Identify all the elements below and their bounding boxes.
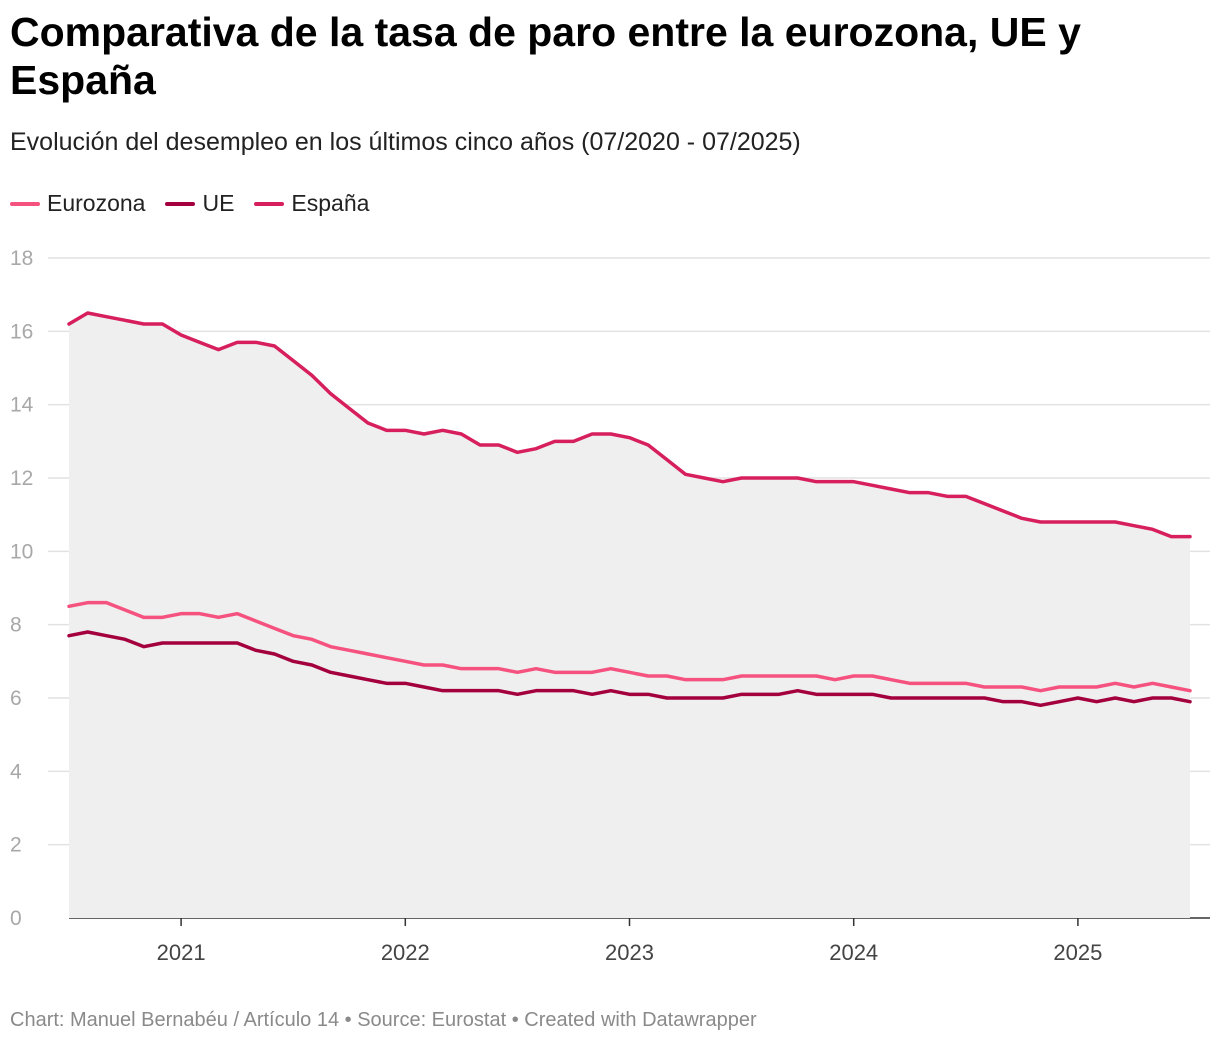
legend-swatch-ue <box>165 201 196 206</box>
y-tick-label: 10 <box>10 540 33 563</box>
x-tick-label: 2025 <box>1053 940 1102 965</box>
legend-label-eurozona: Eurozona <box>47 190 146 216</box>
series-layer <box>67 311 1192 708</box>
area-layer <box>69 313 1190 918</box>
y-tick-label: 6 <box>10 687 22 710</box>
y-tick-label: 2 <box>10 834 22 857</box>
y-tick-label: 12 <box>10 467 33 490</box>
series-line-eurozona <box>67 600 1192 693</box>
series-line-ue <box>67 630 1192 708</box>
area-espana <box>69 313 1190 918</box>
y-tick-label: 18 <box>10 247 33 270</box>
legend-item-espana: España <box>254 190 369 217</box>
legend-label-ue: UE <box>202 190 235 216</box>
legend: Eurozona UE España <box>10 190 369 217</box>
series-line-espana <box>67 311 1192 539</box>
chart-title: Comparativa de la tasa de paro entre la … <box>10 9 1081 103</box>
x-tick-label: 2024 <box>829 940 878 965</box>
x-tick-label: 2021 <box>157 940 206 965</box>
chart-footer: Chart: Manuel Bernabéu / Artículo 14 • S… <box>10 1009 757 1031</box>
x-tick-label: 2023 <box>605 940 654 965</box>
chart-subtitle: Evolución del desempleo en los últimos c… <box>10 128 801 156</box>
legend-item-ue: UE <box>165 190 234 217</box>
legend-swatch-espana <box>254 201 285 206</box>
x-axis: 2021 2022 2023 2024 2025 <box>157 918 1102 965</box>
legend-swatch-eurozona <box>10 201 40 206</box>
x-tick-label: 2022 <box>381 940 430 965</box>
y-tick-label: 4 <box>10 760 22 783</box>
legend-item-eurozona: Eurozona <box>10 190 145 217</box>
y-tick-label: 16 <box>10 320 33 343</box>
y-tick-label: 14 <box>10 394 34 417</box>
y-tick-label: 0 <box>10 907 22 930</box>
y-tick-label: 8 <box>10 614 22 637</box>
legend-label-espana: España <box>291 190 370 216</box>
line-chart: 0 2 4 6 8 10 12 14 16 18 2021 2022 2023 2024 2025 <box>10 247 1210 965</box>
